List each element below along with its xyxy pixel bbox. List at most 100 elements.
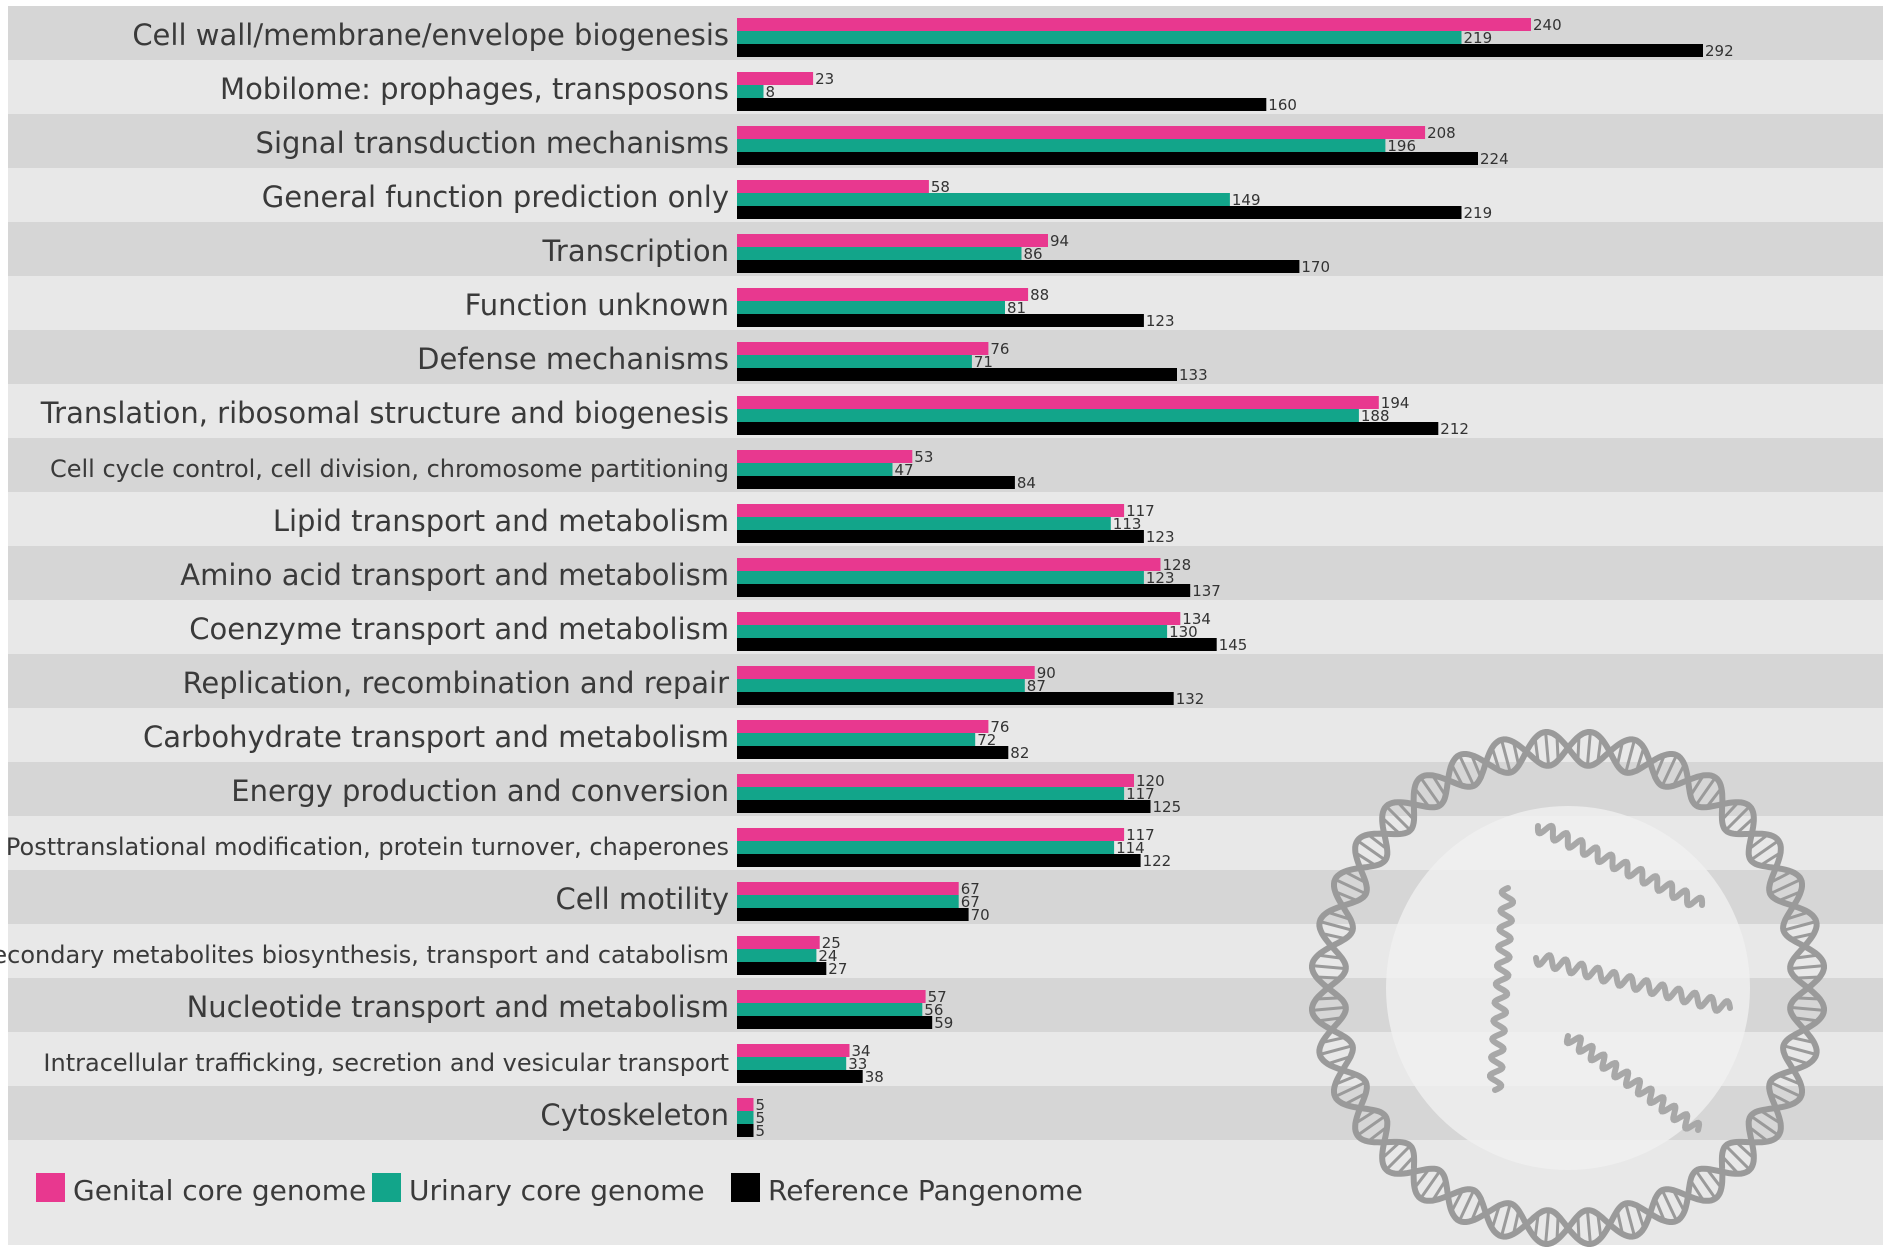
bar-urinary-core-genome bbox=[737, 787, 1125, 800]
bar-reference-pangenome bbox=[737, 476, 1015, 489]
bar-genital-core-genome bbox=[737, 828, 1125, 841]
bar-genital-core-genome bbox=[737, 72, 814, 85]
value-label: 212 bbox=[1440, 420, 1469, 438]
dna-rung bbox=[1660, 1189, 1678, 1222]
dna-rung bbox=[1419, 776, 1442, 807]
bar-genital-core-genome bbox=[737, 558, 1161, 571]
bar-genital-core-genome bbox=[737, 720, 989, 733]
bar-urinary-core-genome bbox=[737, 1111, 754, 1124]
dna-rung bbox=[1500, 739, 1512, 773]
legend-item: Urinary core genome bbox=[372, 1173, 705, 1207]
dna-rung bbox=[1356, 1114, 1387, 1137]
value-label: 292 bbox=[1705, 42, 1734, 60]
dna-rung bbox=[1624, 1203, 1636, 1237]
value-label: 5 bbox=[756, 1109, 766, 1127]
value-label: 149 bbox=[1232, 191, 1261, 209]
dna-rung bbox=[1769, 1080, 1802, 1098]
dna-circle-icon bbox=[1309, 729, 1827, 1247]
bar-genital-core-genome bbox=[737, 882, 959, 895]
bar-urinary-core-genome bbox=[737, 355, 972, 368]
dna-rung bbox=[1769, 878, 1802, 896]
dna-rung bbox=[1783, 920, 1817, 932]
dna-rung bbox=[1458, 1189, 1476, 1222]
bar-reference-pangenome bbox=[737, 1070, 863, 1083]
bar-genital-core-genome bbox=[737, 18, 1531, 31]
category-label: Replication, recombination and repair bbox=[183, 666, 730, 700]
bar-urinary-core-genome bbox=[737, 895, 959, 908]
value-label: 76 bbox=[990, 718, 1009, 736]
bar-genital-core-genome bbox=[737, 1044, 850, 1057]
dna-rung bbox=[1334, 1080, 1367, 1098]
bar-genital-core-genome bbox=[737, 990, 926, 1003]
value-label: 67 bbox=[961, 880, 980, 898]
value-label: 194 bbox=[1381, 394, 1410, 412]
plasmid-squiggle bbox=[1533, 952, 1733, 1014]
bar-genital-core-genome bbox=[737, 396, 1379, 409]
category-label: Cell motility bbox=[556, 882, 730, 916]
dna-rung bbox=[1724, 805, 1751, 832]
value-label: 145 bbox=[1219, 636, 1248, 654]
dna-rung bbox=[1749, 1114, 1780, 1137]
dna-rung bbox=[1334, 878, 1367, 896]
bar-urinary-core-genome bbox=[737, 85, 764, 98]
dna-rung bbox=[1790, 1005, 1825, 1012]
value-label: 86 bbox=[1024, 245, 1043, 263]
value-label: 56 bbox=[924, 1001, 943, 1019]
value-label: 25 bbox=[822, 934, 841, 952]
value-label: 125 bbox=[1153, 798, 1182, 816]
dna-rung bbox=[1419, 1169, 1442, 1200]
bar-urinary-core-genome bbox=[737, 841, 1115, 854]
bar-reference-pangenome bbox=[737, 908, 969, 921]
bar-urinary-core-genome bbox=[737, 733, 976, 746]
value-label: 170 bbox=[1301, 258, 1330, 276]
bar-genital-core-genome bbox=[737, 936, 820, 949]
value-label: 57 bbox=[928, 988, 947, 1006]
value-label: 114 bbox=[1116, 839, 1145, 857]
bar-genital-core-genome bbox=[737, 666, 1035, 679]
category-label: Translation, ribosomal structure and bio… bbox=[40, 396, 729, 430]
bar-genital-core-genome bbox=[737, 504, 1125, 517]
dna-strand bbox=[1309, 729, 1827, 1247]
category-label: Defense mechanisms bbox=[417, 342, 729, 376]
bar-reference-pangenome bbox=[737, 962, 827, 975]
bar-reference-pangenome bbox=[737, 152, 1478, 165]
bar-reference-pangenome bbox=[737, 692, 1174, 705]
value-label: 70 bbox=[971, 906, 990, 924]
bar-urinary-core-genome bbox=[737, 571, 1144, 584]
value-label: 82 bbox=[1010, 744, 1029, 762]
dna-rung bbox=[1311, 964, 1346, 971]
category-label: Secondary metabolites biosynthesis, tran… bbox=[0, 941, 729, 969]
bar-reference-pangenome bbox=[737, 368, 1177, 381]
legend-swatch bbox=[36, 1173, 65, 1202]
dna-rung bbox=[1783, 1044, 1817, 1056]
bar-reference-pangenome bbox=[737, 1124, 754, 1137]
dna-rung bbox=[1311, 1005, 1346, 1012]
dna-rung bbox=[1694, 776, 1717, 807]
value-label: 67 bbox=[961, 893, 980, 911]
bar-urinary-core-genome bbox=[737, 409, 1359, 422]
value-label: 113 bbox=[1113, 515, 1142, 533]
legend-swatch bbox=[731, 1173, 760, 1202]
legend-item: Reference Pangenome bbox=[731, 1173, 1083, 1207]
value-label: 34 bbox=[852, 1042, 871, 1060]
bar-urinary-core-genome bbox=[737, 193, 1230, 206]
bar-urinary-core-genome bbox=[737, 1003, 923, 1016]
value-label: 33 bbox=[848, 1055, 867, 1073]
bar-urinary-core-genome bbox=[737, 679, 1025, 692]
value-label: 58 bbox=[931, 178, 950, 196]
value-label: 123 bbox=[1146, 528, 1175, 546]
value-label: 72 bbox=[977, 731, 996, 749]
value-label: 90 bbox=[1037, 664, 1056, 682]
bar-reference-pangenome bbox=[737, 854, 1141, 867]
bar-urinary-core-genome bbox=[737, 1057, 847, 1070]
value-label: 5 bbox=[756, 1096, 766, 1114]
value-label: 71 bbox=[974, 353, 993, 371]
bar-reference-pangenome bbox=[737, 260, 1300, 273]
value-label: 117 bbox=[1126, 502, 1155, 520]
category-label: Lipid transport and metabolism bbox=[273, 504, 729, 538]
value-label: 27 bbox=[828, 960, 847, 978]
value-label: 76 bbox=[990, 340, 1009, 358]
bar-genital-core-genome bbox=[737, 774, 1134, 787]
